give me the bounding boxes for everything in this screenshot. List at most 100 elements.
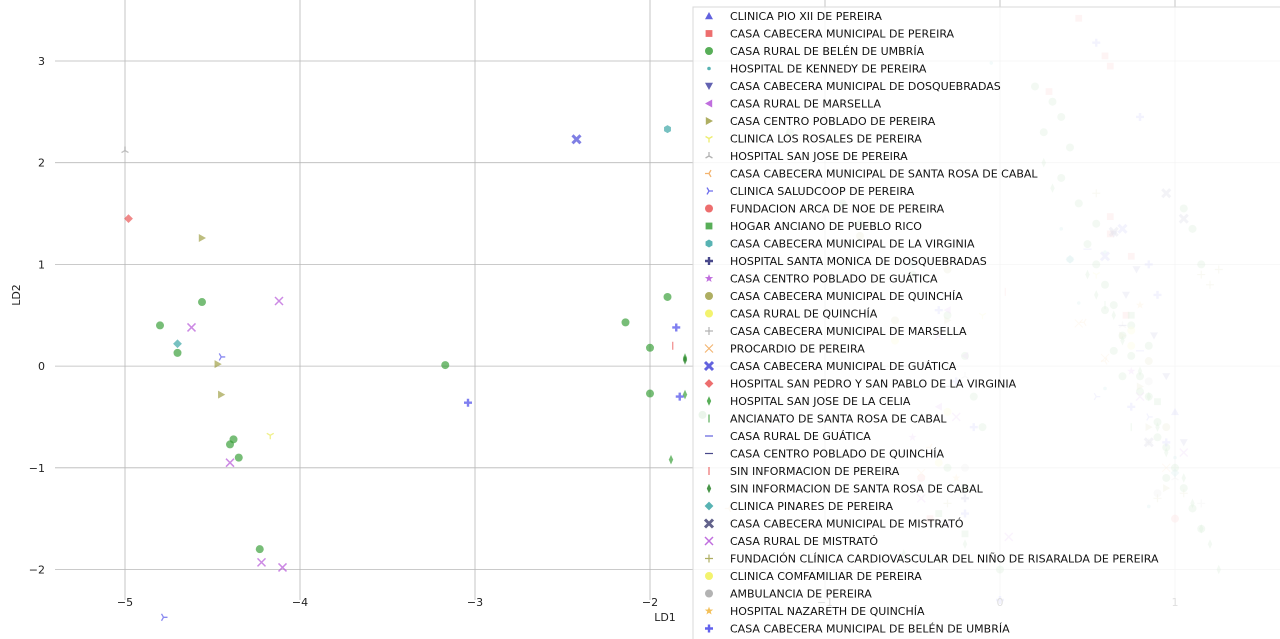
legend-entry: CASA CENTRO POBLADO DE QUINCHÍA (730, 448, 944, 461)
legend-entry: SIN INFORMACION DE PEREIRA (730, 465, 900, 478)
data-point (682, 389, 688, 400)
y-tick-label: 2 (38, 157, 45, 170)
legend-marker (704, 274, 714, 283)
data-point (646, 389, 654, 398)
legend-entry: CASA CABECERA MUNICIPAL DE PEREIRA (730, 28, 955, 41)
x-tick-label: −5 (117, 596, 133, 609)
data-point (675, 392, 684, 401)
legend-marker (705, 99, 713, 108)
legend-entry: HOSPITAL NAZARETH DE QUINCHÍA (730, 605, 925, 618)
data-point (646, 343, 654, 352)
legend-marker (704, 344, 714, 353)
data-point (571, 134, 582, 145)
data-point (256, 557, 267, 567)
legend-marker (706, 483, 712, 494)
legend-entry: CASA CABECERA MUNICIPAL DE MISTRATÓ (730, 518, 964, 531)
data-point (198, 233, 206, 242)
legend-marker (705, 135, 713, 143)
legend-marker (705, 117, 713, 125)
legend-entry: CASA RURAL DE BELÉN DE UMBRÍA (730, 45, 925, 58)
legend-marker (705, 82, 713, 90)
legend-marker (705, 204, 713, 213)
legend-entry: CLINICA COMFAMILIAR DE PEREIRA (730, 570, 922, 583)
legend-marker (704, 536, 714, 546)
legend: CLINICA PIO XII DE PEREIRA CASA CABECERA … (692, 6, 1280, 639)
data-point (173, 348, 182, 357)
y-tick-label: −2 (29, 563, 45, 576)
legend-entry: CASA CENTRO POBLADO DE GUÁTICA (730, 273, 938, 286)
legend-marker (704, 501, 714, 511)
legend-entry: CASA RURAL DE GUÁTICA (730, 430, 871, 443)
legend-entry: FUNDACIÓN CLÍNICA CARDIOVASCULAR DEL NIÑ… (730, 553, 1159, 566)
y-tick-label: −1 (29, 462, 45, 475)
data-point (274, 296, 284, 306)
legend-marker (705, 12, 713, 20)
legend-marker (706, 396, 712, 406)
data-point (682, 355, 688, 365)
legend-entry: CASA CENTRO POBLADO DE PEREIRA (730, 115, 936, 128)
legend-entry: SIN INFORMACION DE SANTA ROSA DE CABAL (730, 483, 984, 496)
y-tick-label: 3 (38, 55, 45, 68)
legend-marker (705, 554, 713, 563)
legend-entry: CASA RURAL DE QUINCHÍA (730, 308, 878, 321)
data-point (218, 353, 226, 361)
legend-marker (707, 66, 711, 71)
data-point (621, 318, 630, 327)
y-tick-label: 0 (38, 360, 45, 373)
legend-entry: CLINICA LOS ROSALES DE PEREIRA (730, 133, 922, 146)
legend-entry: HOSPITAL SAN JOSE DE LA CELIA (730, 395, 911, 408)
data-point (464, 398, 472, 407)
data-point (160, 613, 168, 622)
legend-entry: CASA CABECERA MUNICIPAL DE LA VIRGINIA (730, 238, 975, 251)
legend-marker (704, 379, 714, 388)
legend-marker (705, 327, 713, 335)
data-point (198, 298, 206, 307)
y-tick-label: 1 (38, 258, 45, 271)
legend-box (692, 6, 1280, 639)
data-point (277, 562, 288, 572)
x-tick-label: −2 (642, 596, 658, 609)
x-tick-label: −3 (467, 596, 483, 609)
legend-marker (705, 589, 713, 598)
legend-marker (704, 606, 714, 615)
legend-entry: CASA CABECERA MUNICIPAL DE DOSQUEBRADAS (730, 80, 1001, 93)
legend-entry: CLINICA SALUDCOOP DE PEREIRA (730, 185, 915, 198)
legend-entry: CASA CABECERA MUNICIPAL DE BELÉN DE UMBR… (730, 623, 1010, 636)
legend-marker (703, 518, 715, 529)
legend-entry: CASA CABECERA MUNICIPAL DE MARSELLA (730, 325, 967, 338)
legend-entry: HOSPITAL SAN JOSE DE PEREIRA (730, 150, 908, 163)
legend-marker (705, 222, 713, 230)
legend-marker (705, 30, 713, 37)
legend-entry: CLINICA PIO XII DE PEREIRA (730, 10, 882, 23)
data-point (255, 545, 264, 554)
legend-entry: HOSPITAL SAN PEDRO Y SAN PABLO DE LA VIR… (730, 378, 1017, 391)
legend-marker (705, 47, 713, 55)
legend-marker (705, 169, 712, 178)
data-point (218, 390, 226, 399)
legend-marker (705, 239, 713, 248)
legend-marker (705, 309, 713, 318)
data-point (226, 440, 234, 449)
data-point (663, 292, 672, 301)
x-tick-label: −4 (292, 596, 308, 609)
legend-entry: CASA CABECERA MUNICIPAL DE QUINCHÍA (730, 290, 963, 303)
data-point (186, 322, 197, 332)
legend-entry: CASA CABECERA MUNICIPAL DE GUÁTICA (730, 360, 957, 373)
legend-marker (705, 572, 713, 580)
data-point (225, 458, 235, 468)
data-point (664, 125, 671, 134)
legend-entry: HOGAR ANCIANO DE PUEBLO RICO (730, 220, 922, 233)
data-point (441, 361, 450, 370)
data-point (124, 214, 133, 224)
data-point (266, 432, 275, 440)
data-point (156, 321, 164, 330)
legend-entry: AMBULANCIA DE PEREIRA (730, 588, 872, 601)
legend-entry: PROCARDIO DE PEREIRA (730, 343, 865, 356)
legend-marker (706, 187, 713, 195)
legend-entry: FUNDACION ARCA DE NOE DE PEREIRA (730, 203, 945, 216)
data-point (173, 339, 182, 349)
data-point (214, 360, 222, 369)
legend-marker (705, 624, 713, 633)
data-point (234, 453, 243, 462)
